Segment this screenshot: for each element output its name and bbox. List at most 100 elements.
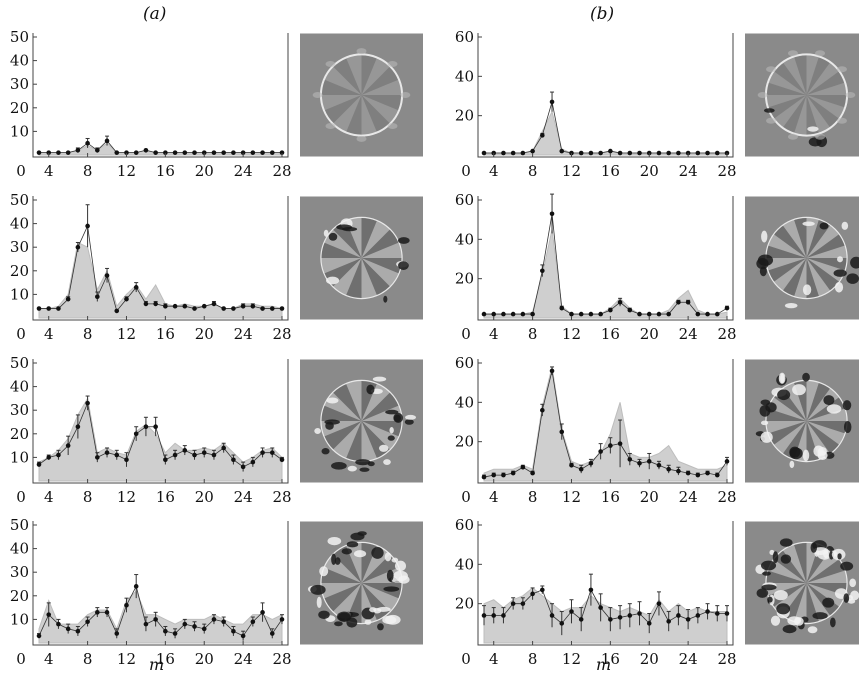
image-spoke <box>765 408 807 421</box>
image-spoke <box>782 544 807 583</box>
x-tick-label: 24 <box>234 325 253 343</box>
data-point <box>491 613 497 618</box>
image-spoke <box>806 95 846 119</box>
data-point <box>201 303 207 309</box>
panel-label-a: (a) <box>143 4 167 24</box>
data-point <box>211 301 217 307</box>
data-point <box>676 613 681 618</box>
image-blob <box>826 404 842 414</box>
data-point <box>124 457 129 463</box>
image-spoke <box>806 258 846 282</box>
image-lobe <box>387 122 398 129</box>
image-spoke <box>806 95 820 136</box>
data-point <box>172 452 178 458</box>
image-lobe <box>387 61 398 68</box>
data-point <box>240 633 246 639</box>
data-point <box>724 305 730 311</box>
data-point <box>240 303 246 309</box>
data-point <box>104 138 110 144</box>
y-tick-label: 10 <box>10 285 29 303</box>
image-blob <box>325 421 334 430</box>
image-spoke <box>332 220 362 258</box>
image-spoke <box>806 245 848 258</box>
image-spoke <box>345 380 362 421</box>
image-spoke <box>773 225 807 258</box>
image-blob <box>394 560 407 572</box>
data-point <box>646 311 652 317</box>
data-point <box>143 301 149 307</box>
chart-b-3: 20 40 60 0 4 8 12 16 20 24 28 <box>455 354 737 506</box>
flow-pattern-image <box>300 196 423 320</box>
data-point <box>540 407 545 413</box>
data-point <box>559 305 565 311</box>
image-spoke <box>806 258 831 297</box>
data-point <box>569 462 574 468</box>
image-blob <box>850 256 859 269</box>
image-spoke <box>323 95 362 124</box>
image-blob <box>819 222 829 230</box>
image-spoke <box>345 258 362 299</box>
data-point <box>95 294 100 300</box>
data-point <box>637 150 642 156</box>
image-lobe <box>312 92 323 98</box>
image-blob <box>355 459 371 466</box>
data-point <box>192 306 197 311</box>
image-spoke <box>320 583 362 599</box>
x-tick-label: 28 <box>717 162 736 180</box>
data-point <box>685 299 691 305</box>
image-lobe <box>325 122 336 129</box>
image-blob <box>321 448 330 455</box>
y-tick-label: 60 <box>455 354 474 372</box>
data-point <box>530 311 535 317</box>
image-blob <box>843 593 850 603</box>
data-point <box>221 306 226 311</box>
image-blob <box>802 449 810 462</box>
x-tick-label: 16 <box>156 650 175 668</box>
image-blob <box>385 409 399 415</box>
x-tick-label: 8 <box>83 488 93 506</box>
image-blob <box>397 237 410 244</box>
data-point <box>598 605 603 610</box>
data-point <box>501 472 506 478</box>
image-ring <box>320 216 403 300</box>
x-tick-label: 16 <box>156 488 175 506</box>
image-spoke <box>332 545 362 583</box>
image-blob <box>808 137 822 147</box>
chart-a-4: 10 20 30 40 50 0 4 8 12 16 20 24 28 <box>10 516 292 668</box>
y-tick-label: 20 <box>10 99 29 117</box>
flow-pattern-image <box>745 33 859 157</box>
data-point <box>530 470 535 476</box>
flow-pattern-image <box>300 33 423 157</box>
chart-a-2: 10 20 30 40 50 0 4 8 12 16 20 24 28 <box>10 191 292 343</box>
image-blob <box>840 561 854 571</box>
image-blob <box>789 446 801 458</box>
data-point <box>163 628 168 634</box>
image-spoke <box>332 383 362 421</box>
x-origin-label: 0 <box>16 325 26 343</box>
image-lobe <box>757 92 768 98</box>
data-point <box>279 617 285 622</box>
image-blob <box>326 397 339 404</box>
data-point <box>520 601 526 606</box>
image-spoke <box>806 380 820 421</box>
x-tick-label: 28 <box>272 488 291 506</box>
image-blob <box>761 584 777 591</box>
data-point <box>250 459 256 465</box>
data-point <box>250 150 256 155</box>
image-blob <box>382 615 397 625</box>
image-spoke <box>320 258 362 274</box>
x-tick-label: 4 <box>489 162 499 180</box>
data-point <box>549 613 555 618</box>
data-point <box>676 150 681 156</box>
image-spoke <box>806 95 831 134</box>
image-spoke <box>361 229 400 258</box>
image-blob <box>350 532 365 541</box>
data-point <box>279 457 285 463</box>
y-tick-label: 10 <box>10 122 29 140</box>
image-blob <box>331 462 347 470</box>
image-blob <box>770 615 781 626</box>
data-point <box>724 611 730 616</box>
data-point <box>104 610 110 615</box>
x-tick-label: 28 <box>717 325 736 343</box>
